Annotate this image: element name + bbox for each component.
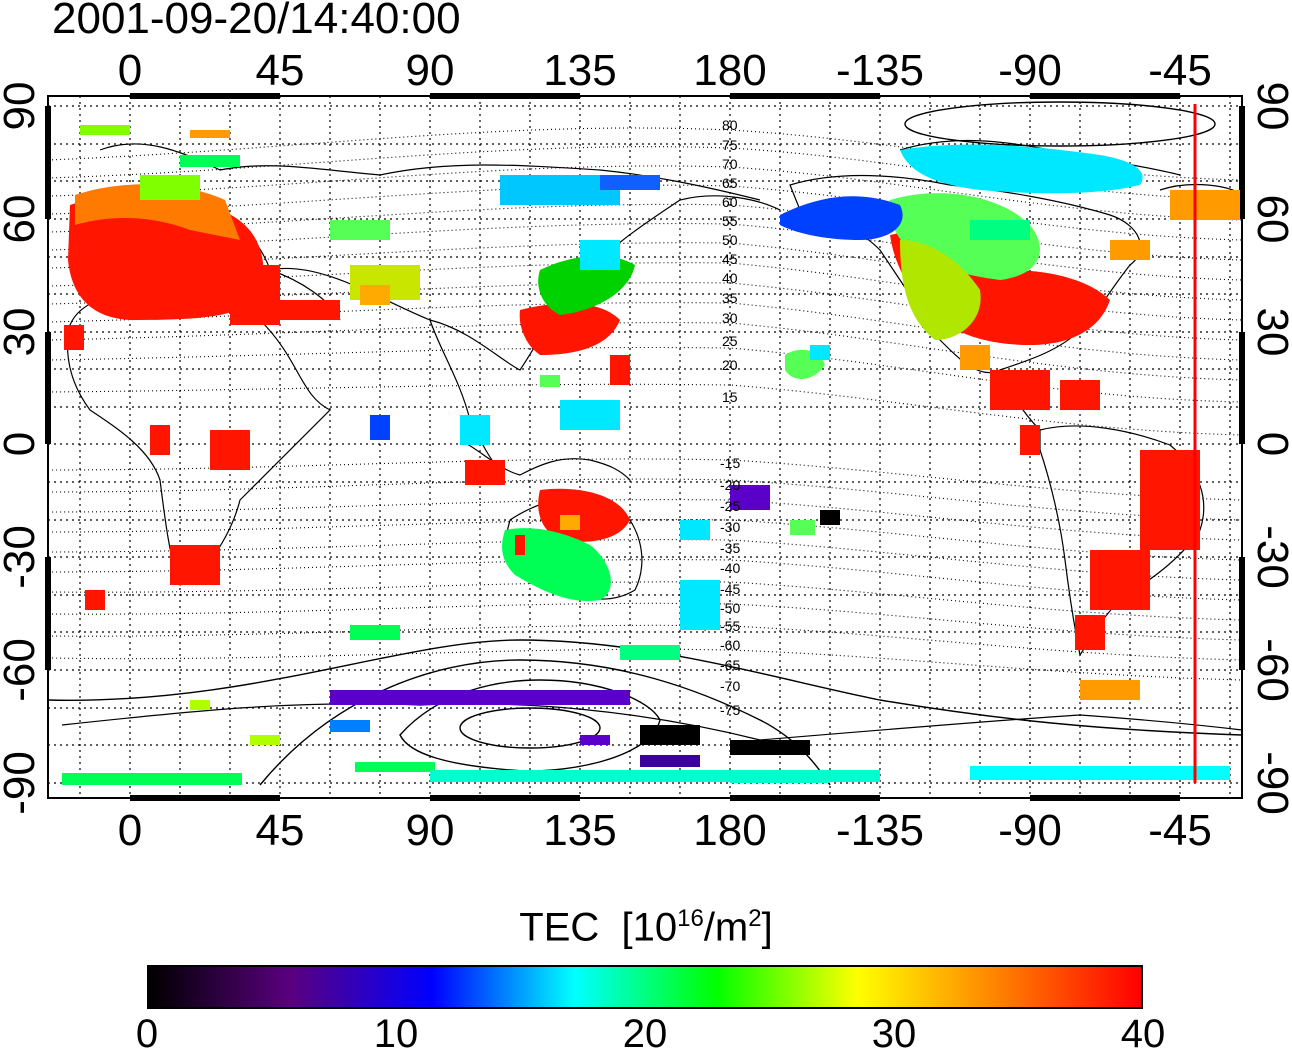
mlat-label: 40	[722, 270, 738, 286]
mlat-label: -15	[720, 455, 740, 471]
right-lat-label: 0	[1248, 432, 1292, 456]
left-latitude-labels: 90 60 30 0 -30 -60 -90	[0, 82, 44, 815]
mlat-label: 55	[722, 213, 738, 229]
left-lat-label: -30	[0, 525, 44, 589]
top-longitude-labels: 0 45 90 135 180 -135 -90 -45	[118, 46, 1212, 95]
bottom-longitude-labels: 0 45 90 135 180 -135 -90 -45	[118, 806, 1212, 855]
colorbar-unit-exponent2: 2	[748, 905, 761, 932]
top-lon-label: -90	[998, 46, 1062, 95]
mlat-label: -35	[720, 540, 740, 556]
top-lon-label: 90	[406, 46, 455, 95]
right-latitude-labels: 90 60 30 0 -30 -60 -90	[1248, 82, 1292, 815]
mlat-label: -25	[720, 498, 740, 514]
colorbar-unit-mid: /m	[704, 905, 748, 949]
mlat-label: -45	[720, 581, 740, 597]
top-lon-label: 180	[693, 46, 766, 95]
mlat-label: 45	[722, 251, 738, 267]
mlat-label: -65	[720, 657, 740, 673]
bottom-lon-label: -90	[998, 806, 1062, 855]
mlat-label: 65	[722, 175, 738, 191]
bottom-lon-label: 45	[256, 806, 305, 855]
colorbar-gradient	[147, 965, 1143, 1009]
mlat-label: -75	[720, 702, 740, 718]
mlat-label: -55	[720, 618, 740, 634]
bottom-lon-label: -135	[836, 806, 924, 855]
right-lat-label: -30	[1248, 525, 1292, 589]
colorbar-unit-exponent: 16	[677, 905, 704, 932]
top-lon-label: -45	[1148, 46, 1212, 95]
left-lat-label: -60	[0, 638, 44, 702]
mlat-labels-north: 80 75 70 65 60 55 50 45 40 35 30 25 20 1…	[722, 117, 738, 405]
colorbar-unit-prefix: [10	[622, 905, 678, 949]
left-lat-label: 30	[0, 308, 44, 357]
colorbar-title-text: TEC	[519, 905, 599, 949]
colorbar-tick-label: 0	[136, 1012, 158, 1057]
top-lon-label: -135	[836, 46, 924, 95]
colorbar-tick-label: 40	[1121, 1012, 1166, 1057]
colorbar-title: TEC [1016/m2]	[0, 905, 1292, 950]
mlat-label: 80	[722, 117, 738, 133]
top-lon-label: 135	[543, 46, 616, 95]
bottom-lon-label: 0	[118, 806, 142, 855]
mlat-label: -40	[720, 560, 740, 576]
colorbar-tick-label: 20	[623, 1012, 668, 1057]
mlat-label: 60	[722, 194, 738, 210]
right-lat-label: -60	[1248, 638, 1292, 702]
mlat-label: 75	[722, 137, 738, 153]
mlat-label: 15	[722, 389, 738, 405]
bottom-lon-label: 180	[693, 806, 766, 855]
left-lat-label: -90	[0, 751, 44, 815]
mlat-label: -60	[720, 637, 740, 653]
top-lon-label: 45	[256, 46, 305, 95]
right-lat-label: 30	[1248, 308, 1292, 357]
tec-map: 0 45 90 135 180 -135 -90 -45 0 45 90 135…	[0, 0, 1292, 900]
mlat-label: -30	[720, 519, 740, 535]
mlat-label: -50	[720, 600, 740, 616]
mlat-label: 35	[722, 290, 738, 306]
bottom-lon-label: 135	[543, 806, 616, 855]
bottom-lon-label: 90	[406, 806, 455, 855]
mlat-label: 50	[722, 232, 738, 248]
colorbar-tick-label: 30	[872, 1012, 917, 1057]
right-lat-label: -90	[1248, 751, 1292, 815]
right-lat-label: 90	[1248, 82, 1292, 131]
mlat-label: -70	[720, 678, 740, 694]
left-lat-label: 60	[0, 195, 44, 244]
mlat-label: 70	[722, 156, 738, 172]
left-lat-label: 0	[0, 432, 44, 456]
colorbar-unit-suffix: ]	[762, 905, 773, 949]
mlat-label: 30	[722, 310, 738, 326]
right-lat-label: 60	[1248, 195, 1292, 244]
left-lat-label: 90	[0, 82, 44, 131]
mlat-label: -20	[720, 477, 740, 493]
colorbar-tick-label: 10	[374, 1012, 419, 1057]
top-lon-label: 0	[118, 46, 142, 95]
mlat-label: 20	[722, 357, 738, 373]
mlat-label: 25	[722, 333, 738, 349]
bottom-lon-label: -45	[1148, 806, 1212, 855]
